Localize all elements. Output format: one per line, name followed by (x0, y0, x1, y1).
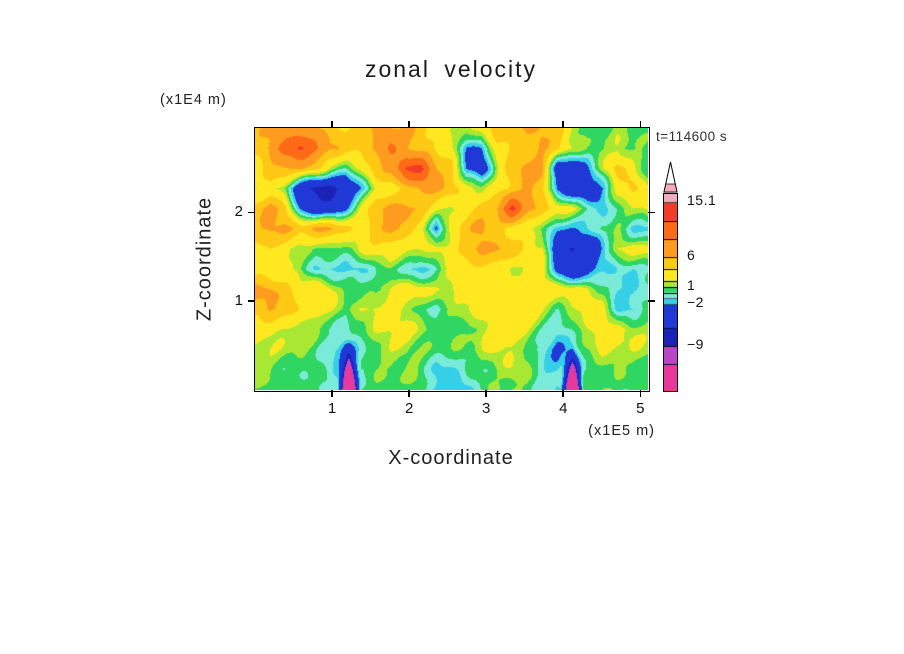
x-axis-tick-top (485, 121, 487, 128)
x-axis-tick-top (639, 121, 642, 128)
y-axis-title: Z-coordinate (193, 196, 216, 322)
x-tick-label: 1 (327, 400, 337, 417)
plot-area (253, 126, 650, 392)
x-tick-label: 4 (559, 400, 568, 417)
y-tick-label: 1 (234, 292, 243, 310)
x-axis-tick (408, 390, 410, 397)
y-axis-tick (248, 211, 255, 214)
x-axis-tick (562, 390, 564, 397)
colorbar-label: 6 (687, 246, 696, 263)
colorbar-label: 15.1 (687, 192, 717, 209)
contour-field (254, 127, 648, 390)
colorbar-label: −9 (687, 336, 704, 353)
y-axis-tick-right (648, 211, 655, 214)
y-tick-label: 2 (234, 203, 243, 221)
x-axis-title: X-coordinate (388, 447, 514, 469)
x-axis-tick-top (562, 121, 564, 128)
x-axis-tick (331, 390, 333, 397)
colorbar-label: 1 (687, 276, 696, 293)
x-axis-tick (485, 390, 487, 397)
x-tick-label: 3 (482, 400, 491, 417)
chart-title: zonal velocity (364, 56, 538, 82)
y-axis-units-label: (x1E4 m) (160, 92, 227, 108)
colorbar-arrow-tip (663, 161, 678, 193)
colorbar (663, 193, 678, 392)
x-axis-tick-top (408, 121, 410, 128)
y-axis-tick-right (648, 300, 655, 302)
y-axis-tick (248, 300, 255, 302)
x-tick-label: 5 (636, 400, 645, 417)
time-annotation: t=114600 s (656, 129, 728, 144)
x-tick-label: 2 (404, 400, 414, 417)
x-axis-units-label: (x1E5 m) (588, 423, 655, 439)
x-axis-tick-top (331, 121, 333, 128)
colorbar-label: −2 (687, 294, 704, 311)
x-axis-tick (639, 390, 642, 397)
colorbar-scale (664, 194, 677, 391)
